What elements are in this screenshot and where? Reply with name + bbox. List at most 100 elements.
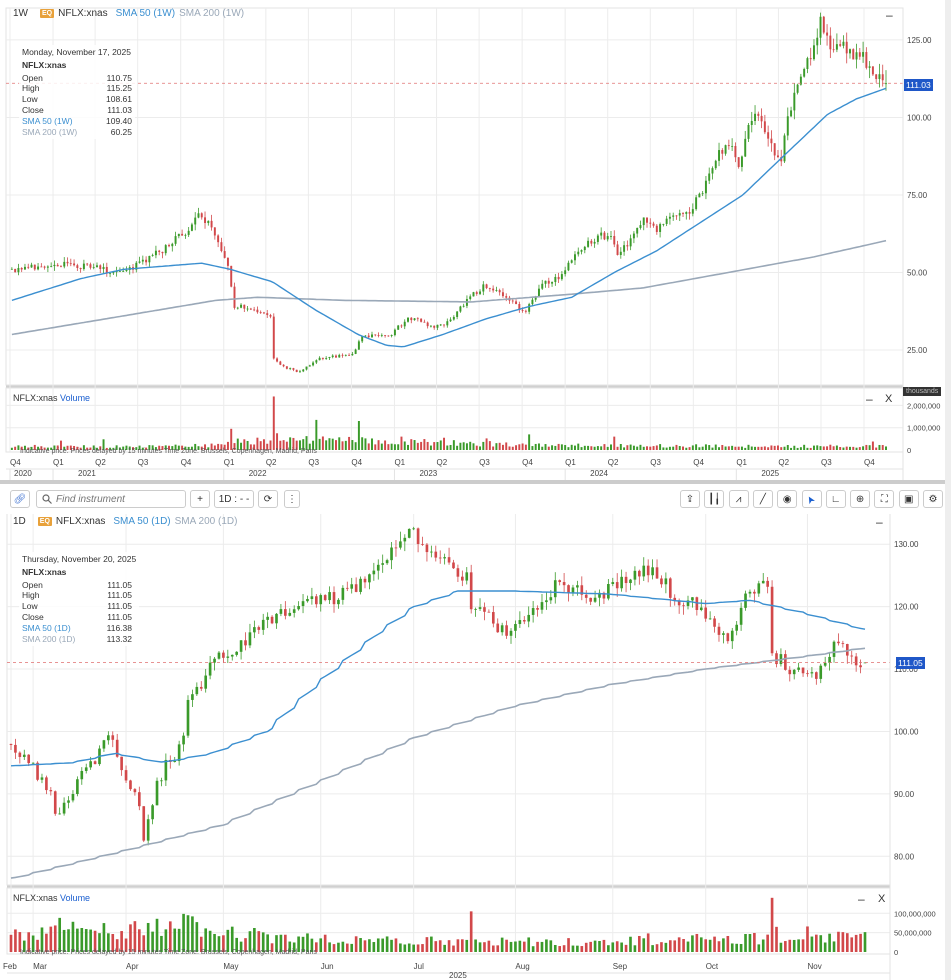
tooltip-date: Thursday, November 20, 2025 [22, 554, 137, 564]
volume-bar [9, 934, 13, 952]
volume-bar [600, 446, 603, 450]
volume-bar [580, 447, 583, 450]
volume-close-button[interactable]: X [878, 893, 886, 905]
volume-bar [780, 447, 783, 450]
candle-body [456, 311, 459, 317]
candle-body [129, 780, 132, 790]
volume-bar [208, 930, 212, 952]
volume-bar [372, 942, 376, 952]
more-button[interactable]: ⋮ [284, 490, 300, 508]
candle-body [704, 607, 708, 619]
sma50-legend[interactable]: SMA 50 (1W) [115, 8, 176, 19]
candle-body [713, 618, 716, 627]
gear-button[interactable]: ⚙ [923, 490, 943, 508]
sma200-legend[interactable]: SMA 200 (1D) [174, 516, 238, 527]
interval-selector[interactable]: 1D : - - [214, 490, 254, 508]
volume-bar [354, 442, 357, 450]
candle-body [760, 115, 763, 122]
candle-body [350, 584, 354, 589]
volume-minimize-button[interactable]: – [858, 892, 865, 906]
equity-badge: EQ [37, 517, 52, 526]
candle-body [393, 329, 396, 336]
candle-body [536, 608, 539, 610]
candle-body [141, 259, 144, 262]
x-tick-label: Q2 [437, 458, 448, 467]
candle-body [549, 597, 553, 601]
x-tick-label: Q1 [736, 458, 747, 467]
volume-bar [810, 936, 814, 952]
refresh-button[interactable]: ⟳ [258, 490, 278, 508]
cursor-button[interactable]: ➤ [801, 490, 822, 508]
indicators-button[interactable]: ⩘ [728, 490, 749, 508]
minimize-button[interactable]: – [876, 515, 883, 529]
candle-body [714, 160, 717, 169]
minimize-button[interactable]: – [886, 8, 893, 22]
camera-button[interactable]: ▣ [898, 490, 919, 508]
volume-bar [93, 930, 97, 952]
volume-bar [63, 446, 66, 450]
candle-body [602, 592, 606, 599]
top-chart-legend: 1W EQ NFLX:xnas SMA 50 (1W) SMA 200 (1W) [13, 8, 244, 19]
candle-body [384, 334, 387, 336]
volume-bar [452, 945, 455, 952]
volume-bar [845, 933, 849, 952]
sma50-legend[interactable]: SMA 50 (1D) [113, 516, 171, 527]
fullscreen-button[interactable]: ⛶ [874, 490, 895, 508]
candle-body [511, 300, 514, 302]
volume-bar [501, 444, 504, 450]
draw-line-icon: ╱ [759, 493, 766, 505]
zoom-button[interactable]: ⊕ [850, 490, 871, 508]
eye-button[interactable]: ◉ [777, 490, 798, 508]
candle-body [500, 625, 504, 633]
candle-body [620, 576, 623, 589]
draw-line-button[interactable]: ╱ [752, 490, 773, 508]
share-button[interactable]: ⇪ [680, 490, 700, 508]
volume-bar [708, 445, 711, 450]
volume-bar [14, 929, 17, 952]
volume-close-button[interactable]: X [885, 393, 893, 405]
symbol-label[interactable]: NFLX:xnas [55, 516, 106, 527]
tooltip-row: SMA 50 (1W) 109.40 [22, 116, 132, 127]
find-instrument-input[interactable] [56, 493, 176, 505]
candle-type-button[interactable]: ┃╽ [704, 490, 725, 508]
candle-body [734, 146, 737, 158]
volume-bar [288, 941, 292, 952]
candle-body [639, 225, 642, 228]
volume-symbol: NFLX:xnas [13, 393, 58, 403]
scrollbar-track[interactable] [945, 0, 951, 980]
volume-bar [276, 433, 279, 450]
volume-bar [222, 935, 225, 952]
add-instrument-button[interactable]: + [190, 490, 210, 508]
link-button[interactable]: 🔗︎ [10, 490, 30, 508]
volume-bar [465, 939, 469, 952]
candle-body [845, 41, 848, 54]
candle-body [735, 624, 738, 631]
volume-bar [58, 917, 61, 952]
candle-body [488, 288, 491, 289]
tooltip-value: 111.03 [107, 104, 132, 115]
volume-bar [43, 447, 46, 450]
volume-bar [632, 445, 635, 450]
candle-body [107, 735, 110, 741]
candle-body [30, 264, 33, 268]
candle-body [632, 233, 635, 239]
volume-bar [423, 439, 426, 450]
volume-bar [269, 440, 272, 450]
volume-bar [655, 445, 658, 450]
candle-body [744, 138, 747, 157]
candle-body [220, 242, 223, 252]
volume-bar [374, 444, 377, 450]
trend-button[interactable]: ∟ [825, 490, 846, 508]
symbol-label[interactable]: NFLX:xnas [58, 8, 108, 19]
candle-body [528, 304, 531, 312]
volume-bar [80, 928, 84, 952]
volume-minimize-button[interactable]: – [866, 392, 873, 406]
sma200-legend[interactable]: SMA 200 (1W) [179, 8, 245, 19]
camera-icon: ▣ [903, 493, 914, 505]
tooltip-value: 116.38 [106, 622, 132, 633]
candle-body [730, 630, 734, 642]
volume-bar [443, 437, 446, 450]
volume-tick-label: 0 [894, 948, 898, 957]
find-instrument-field[interactable] [36, 490, 186, 508]
